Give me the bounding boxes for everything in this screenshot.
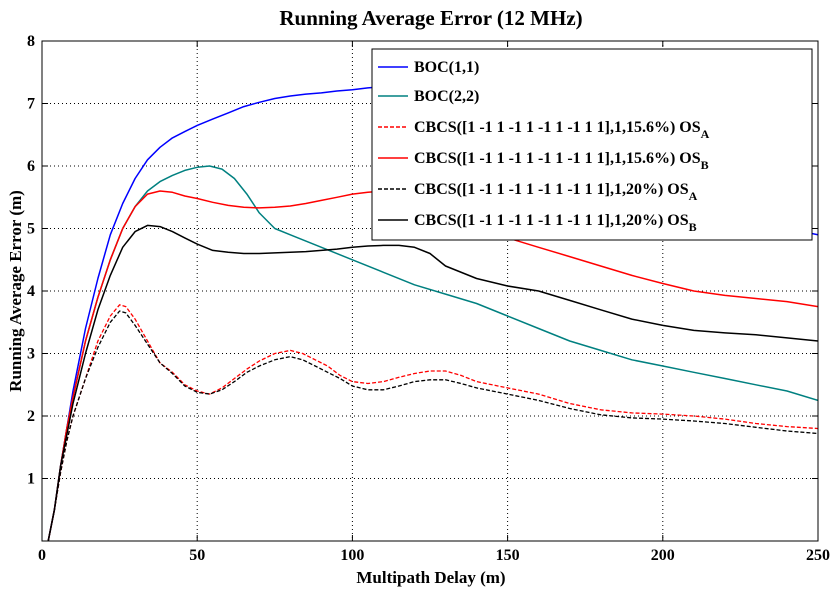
y-tick-label: 2 bbox=[27, 408, 35, 425]
legend: BOC(1,1) BOC(2,2) CBCS([1 -1 1 -1 1 -1 1 -… bbox=[371, 48, 813, 241]
y-tick-label: 7 bbox=[27, 96, 35, 113]
y-tick-label: 5 bbox=[27, 221, 35, 238]
x-tick-label: 200 bbox=[651, 547, 675, 564]
x-axis-label: Multipath Delay (m) bbox=[356, 568, 505, 587]
x-tick-label: 100 bbox=[340, 547, 364, 564]
y-tick-label: 4 bbox=[27, 283, 35, 300]
series-line-4 bbox=[47, 190, 818, 541]
legend-label-4: CBCS([1 -1 1 -1 1 -1 1 -1 1 1],1,15.6%) … bbox=[414, 150, 709, 172]
x-tick-label: 0 bbox=[38, 547, 46, 564]
y-tick-label: 3 bbox=[27, 346, 35, 363]
series-line-6 bbox=[47, 224, 818, 541]
legend-label-1: BOC(1,1) bbox=[414, 59, 479, 76]
y-axis-label: Running Average Error (m) bbox=[6, 190, 25, 392]
y-tick-labels: 1 2 3 4 5 6 7 8 bbox=[27, 33, 35, 488]
y-tick-label: 8 bbox=[27, 33, 35, 50]
x-tick-labels: 0 50 100 150 200 250 bbox=[38, 547, 830, 564]
legend-label-3: CBCS([1 -1 1 -1 1 -1 1 -1 1 1],1,15.6%) … bbox=[414, 119, 710, 141]
chart-title: Running Average Error (12 MHz) bbox=[279, 6, 582, 30]
legend-label-6: CBCS([1 -1 1 -1 1 -1 1 -1 1 1],1,20%) OS… bbox=[414, 212, 697, 234]
x-tick-label: 50 bbox=[189, 547, 205, 564]
x-tick-label: 150 bbox=[496, 547, 520, 564]
axis-ticks bbox=[41, 40, 819, 541]
legend-label-2: BOC(2,2) bbox=[414, 88, 479, 105]
series-group bbox=[47, 84, 818, 541]
y-tick-label: 6 bbox=[27, 158, 35, 175]
legend-label-5: CBCS([1 -1 1 -1 1 -1 1 -1 1 1],1,20%) OS… bbox=[414, 181, 698, 203]
legend-box bbox=[371, 48, 813, 241]
series-line-5 bbox=[47, 310, 818, 541]
series-line-3 bbox=[47, 304, 818, 541]
y-tick-label: 1 bbox=[27, 471, 35, 488]
x-tick-label: 250 bbox=[806, 547, 830, 564]
